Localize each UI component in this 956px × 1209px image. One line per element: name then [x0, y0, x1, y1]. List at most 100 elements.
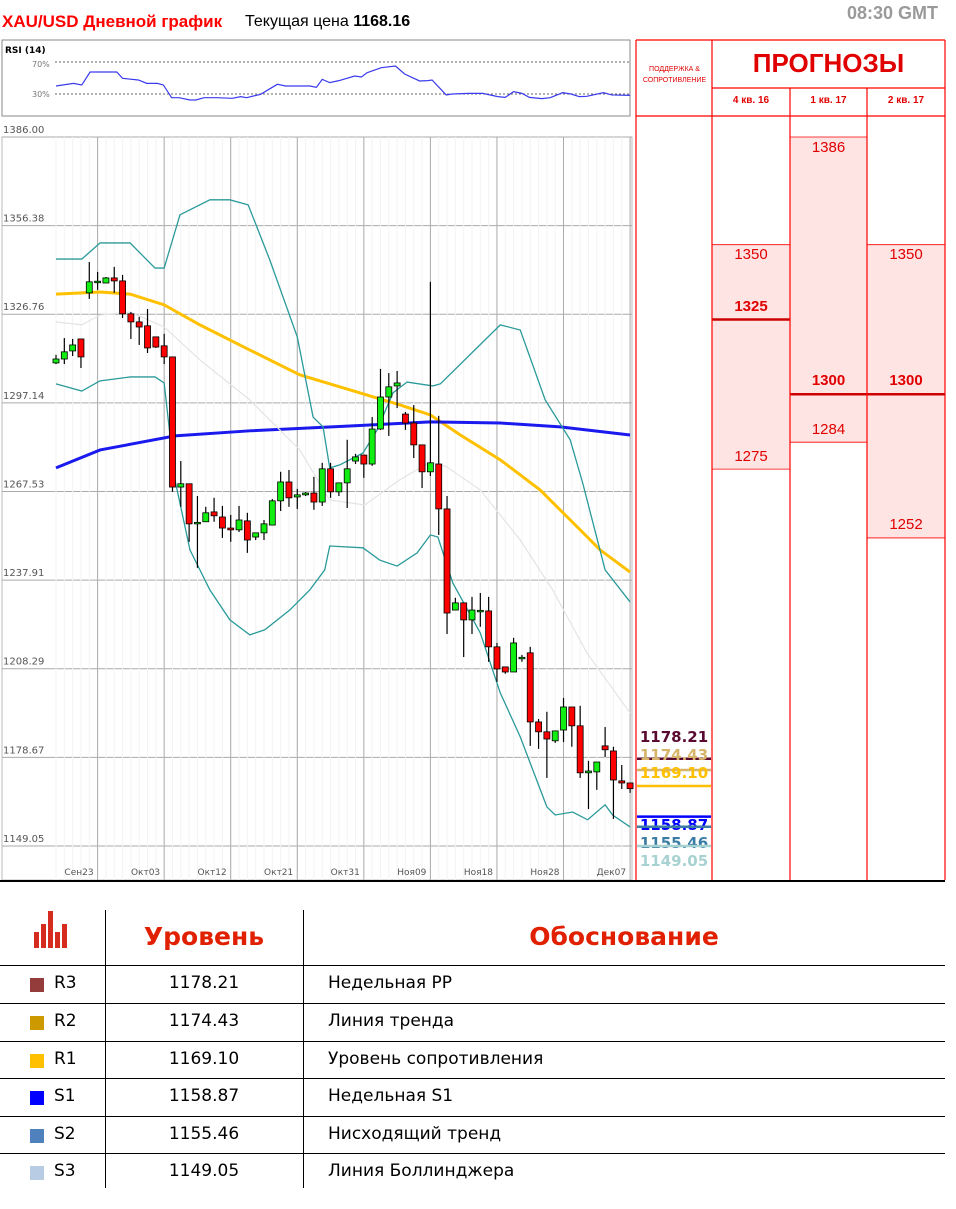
rsi-label: RSI (14) [5, 46, 46, 56]
column-header-reason: Обоснование [529, 922, 719, 951]
level-name: R1 [54, 1049, 77, 1069]
candle [510, 637, 518, 673]
candle [601, 727, 609, 757]
quarter-q4-16: 4 кв. 16 [732, 95, 770, 106]
candle [160, 333, 168, 365]
date-tick-label: Ноя18 [464, 868, 493, 878]
price-tick-label: 1149.05 [3, 834, 44, 845]
candle [493, 642, 501, 682]
candle-body [443, 508, 451, 614]
candle-body [310, 492, 318, 503]
candle-body [601, 745, 609, 751]
candle [576, 705, 584, 778]
q2-17-low: 1252 [889, 516, 923, 533]
candle-body [352, 456, 359, 462]
date-tick-label: Ноя09 [397, 868, 426, 878]
level-value: 1169.10 [168, 1049, 240, 1069]
level-name: R2 [54, 1011, 77, 1031]
candle [260, 519, 268, 541]
candle-body [610, 750, 617, 781]
level-name: S1 [54, 1086, 76, 1106]
candle-body [144, 325, 151, 349]
candle-body [335, 482, 343, 493]
candle [526, 646, 534, 746]
candle-body [260, 523, 268, 534]
candle-body [402, 413, 409, 424]
level-color-swatch [30, 978, 44, 992]
candle [443, 496, 451, 634]
price-chart: 1386.00 1356.38 1326.76 1297.14 1267.53 1237.… [0, 39, 946, 882]
candle [435, 415, 443, 535]
level-value: 1174.43 [168, 1011, 240, 1031]
level-reason: Нисходящий тренд [328, 1124, 502, 1144]
candle [360, 454, 368, 478]
candle [518, 654, 526, 662]
level-value: 1158.87 [168, 1086, 240, 1106]
candle [69, 338, 77, 357]
candle [277, 471, 285, 511]
candle-body [252, 532, 260, 538]
level-reason: Уровень сопротивления [328, 1049, 544, 1069]
forecast-zone [712, 244, 790, 470]
quarter-q2-17: 2 кв. 17 [887, 95, 925, 106]
candle-body [127, 313, 135, 323]
sr-label: 1158.87 [640, 816, 708, 834]
level-name: S2 [54, 1124, 76, 1144]
current-price: Текущая цена 1168.16 [245, 13, 410, 31]
candle [310, 476, 318, 510]
candle-body [343, 468, 351, 484]
candle [152, 336, 160, 348]
candle [185, 483, 193, 542]
price-tick-label: 1178.67 [3, 745, 44, 756]
candle-body [69, 344, 77, 352]
sr-label: 1149.05 [640, 852, 708, 870]
price-tick-label: 1326.76 [3, 302, 44, 313]
candle-body [568, 706, 576, 727]
candle [110, 266, 118, 293]
q1-17-high: 1386 [811, 139, 846, 156]
level-reason: Линия тренда [328, 1011, 455, 1031]
candle [293, 488, 301, 509]
candle [451, 597, 459, 611]
q1-17-low: 1284 [811, 421, 846, 438]
candle-body [177, 483, 185, 488]
candle [476, 592, 484, 627]
candle-body [485, 610, 493, 648]
candle [485, 596, 493, 662]
candle-body [510, 642, 518, 673]
chart-title: XAU/USD Дневной график [2, 12, 223, 31]
candle-body [302, 492, 310, 496]
row-divider [0, 1116, 945, 1117]
date-tick-label: Окт12 [198, 868, 227, 878]
candle [102, 277, 110, 284]
candle [127, 312, 135, 339]
moving-average-line [55, 290, 631, 574]
candle-body [185, 483, 193, 525]
candle [377, 368, 384, 430]
candle-body [377, 396, 384, 430]
candle-body [277, 481, 285, 502]
moving-average-line [55, 420, 631, 470]
q2-17-high: 1350 [889, 246, 923, 263]
q4-16-high: 1350 [734, 246, 768, 263]
candle-body [593, 761, 601, 773]
level-value: 1155.46 [168, 1124, 240, 1144]
candle-body [60, 351, 68, 360]
candle-body [135, 321, 143, 328]
candle [252, 532, 260, 541]
candle [585, 760, 592, 810]
candle-body [626, 782, 634, 790]
level-color-swatch [30, 1091, 44, 1105]
level-color-swatch [30, 1166, 44, 1180]
candle [568, 706, 576, 747]
candle [243, 512, 251, 553]
candle [535, 718, 542, 749]
price-tick-label: 1237.91 [3, 568, 44, 579]
candle-body [218, 516, 226, 529]
rsi-line [55, 65, 631, 101]
candle [593, 761, 601, 790]
candle [385, 373, 393, 436]
candle-body [551, 730, 559, 742]
row-divider [0, 1003, 945, 1004]
row-divider [0, 1041, 945, 1042]
